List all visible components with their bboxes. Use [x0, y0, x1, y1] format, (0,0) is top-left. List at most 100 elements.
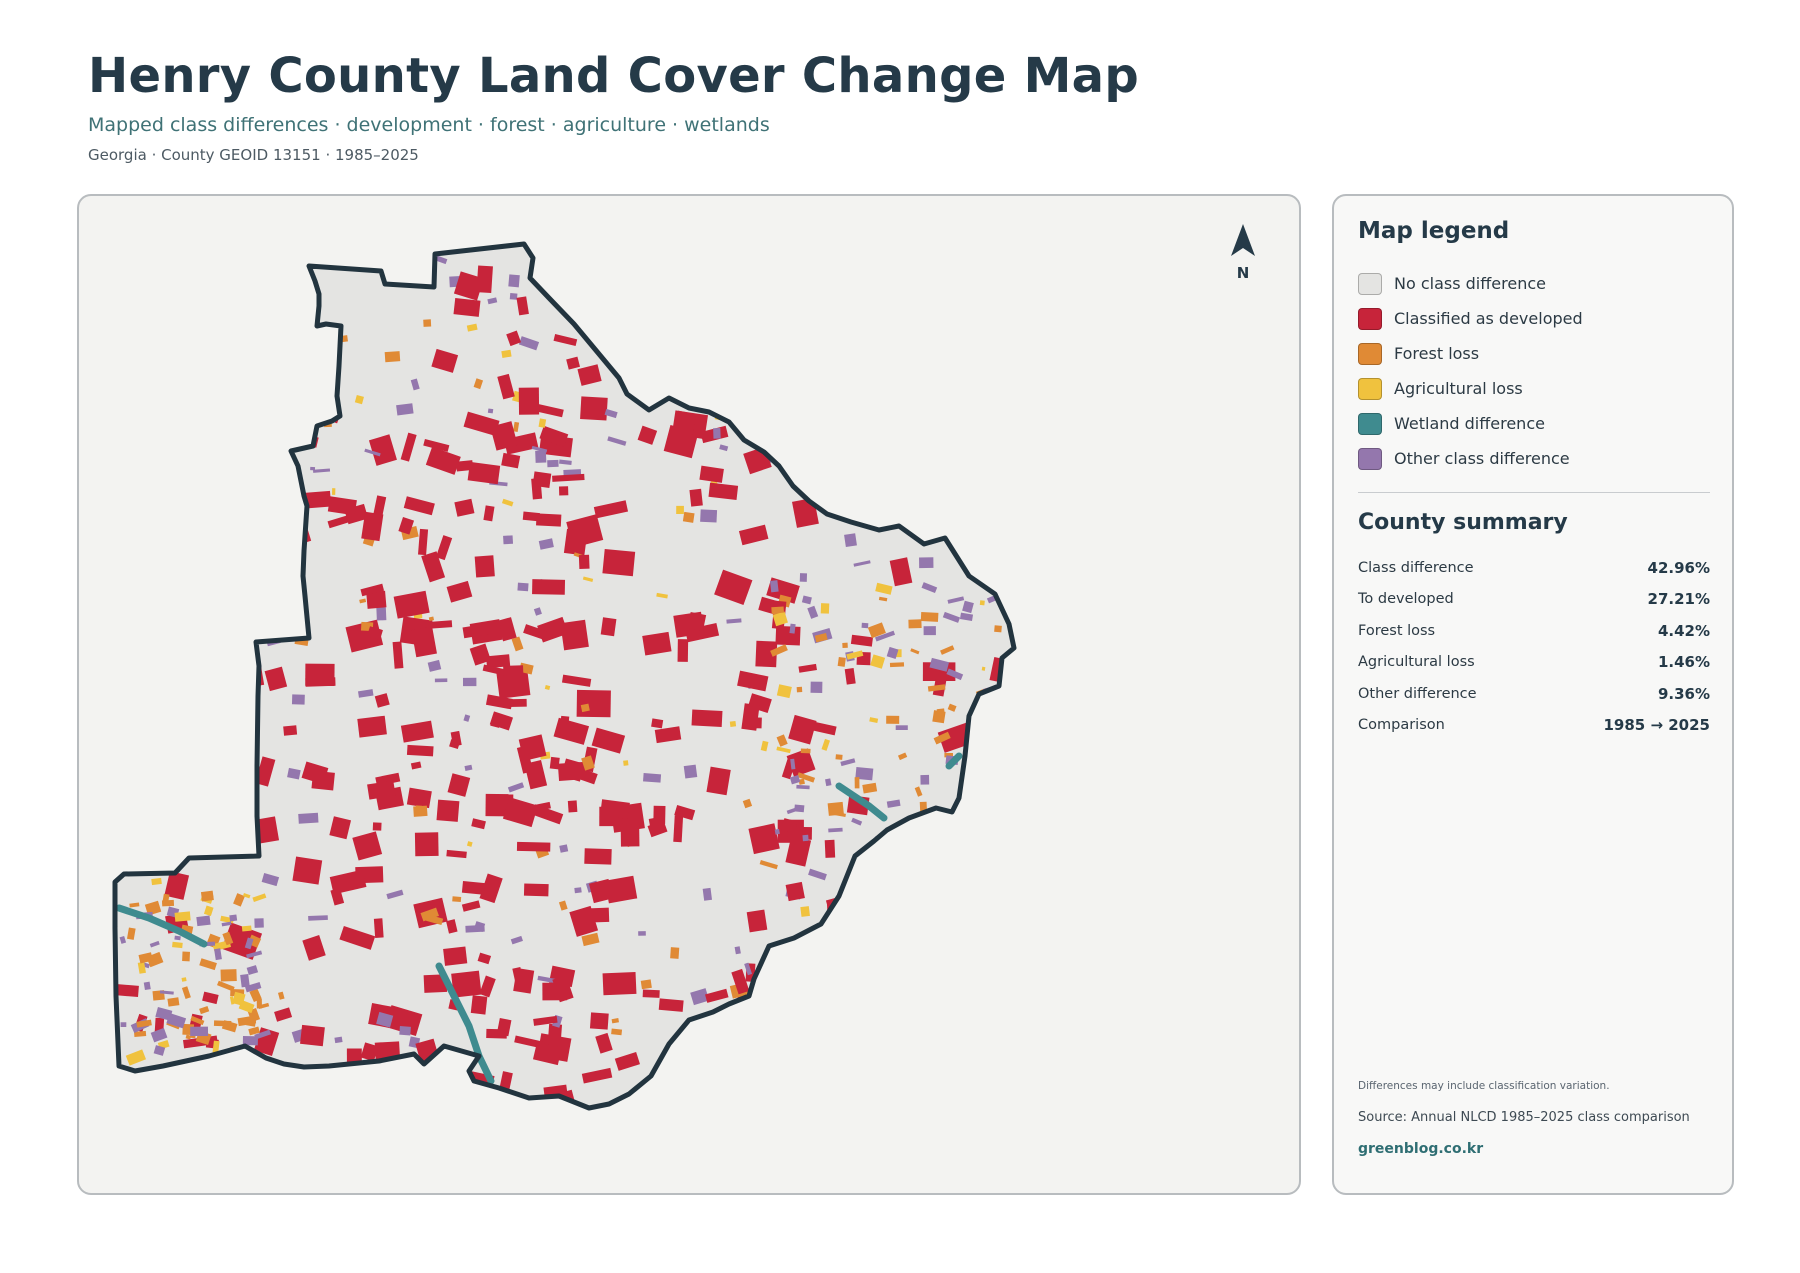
legend-item-forest-loss: Forest loss	[1358, 336, 1718, 371]
forest-loss-patch	[842, 642, 848, 649]
developed-patch	[292, 856, 323, 885]
developed-patch	[406, 1087, 431, 1108]
agricultural-loss-patch	[125, 1049, 147, 1066]
other-change-patch	[434, 678, 448, 683]
other-change-patch	[919, 557, 934, 569]
other-change-patch	[533, 607, 542, 616]
agricultural-loss-patch	[776, 684, 792, 699]
developed-patch	[385, 1005, 423, 1036]
agricultural-loss-patch	[179, 350, 191, 360]
developed-patch	[577, 364, 602, 386]
forest-loss-patch	[249, 988, 262, 1003]
legend-divider	[1358, 492, 1710, 493]
legend-swatch	[1358, 412, 1382, 435]
forest-loss-patch	[167, 997, 180, 1007]
developed-patch	[532, 579, 566, 595]
legend-label: Other class difference	[1394, 449, 1570, 468]
forest-loss-patch	[800, 748, 811, 754]
developed-patch	[360, 1042, 379, 1062]
agricultural-loss-patch	[354, 394, 364, 405]
developed-patch	[522, 511, 540, 522]
agricultural-loss-patch	[252, 893, 267, 903]
other-change-patch	[465, 924, 485, 933]
developed-patch	[588, 878, 614, 904]
legend-item-agricultural-loss: Agricultural loss	[1358, 371, 1718, 406]
developed-patch	[941, 1073, 971, 1089]
developed-patch	[553, 717, 590, 745]
county-map[interactable]	[79, 196, 1301, 1195]
agricultural-loss-patch	[242, 892, 251, 899]
developed-patch	[787, 453, 807, 481]
forest-loss-patch	[927, 684, 946, 692]
other-change-patch	[978, 713, 998, 728]
forest-loss-patch	[134, 1030, 147, 1037]
developed-patch	[446, 580, 473, 603]
developed-patch	[642, 631, 672, 656]
developed-patch	[877, 974, 893, 994]
other-change-patch	[604, 408, 618, 419]
agricultural-loss-patch	[776, 746, 791, 754]
developed-patch	[912, 924, 946, 949]
developed-patch	[642, 989, 660, 998]
developed-patch	[366, 590, 387, 609]
other-change-patch	[768, 435, 780, 449]
summary-value: 1985 → 2025	[1603, 716, 1710, 735]
developed-patch	[393, 590, 430, 619]
legend-label: Agricultural loss	[1394, 379, 1523, 398]
site-link[interactable]: greenblog.co.kr	[1358, 1141, 1484, 1157]
developed-patch	[771, 309, 789, 330]
forest-loss-patch	[660, 332, 675, 342]
developed-patch	[877, 835, 908, 862]
agricultural-loss-patch	[121, 853, 134, 864]
developed-patch	[426, 620, 453, 629]
other-change-patch	[287, 313, 299, 325]
developed-patch	[654, 726, 682, 744]
other-change-patch	[810, 681, 823, 694]
developed-patch	[372, 495, 387, 518]
forest-loss-patch	[796, 686, 803, 693]
developed-patch	[614, 1051, 640, 1071]
other-change-patch	[244, 982, 262, 993]
other-change-patch	[719, 403, 736, 417]
developed-patch	[374, 693, 390, 708]
forest-loss-patch	[199, 1006, 210, 1015]
wetland-stream	[435, 962, 495, 1085]
forest-loss-patch	[875, 883, 888, 895]
developed-patch	[506, 330, 522, 347]
summary-label: To developed	[1358, 591, 1454, 608]
forest-loss-patch	[428, 616, 435, 622]
developed-patch	[283, 725, 298, 736]
other-change-patch	[696, 1070, 707, 1079]
other-change-patch	[547, 459, 559, 468]
other-change-patch	[226, 287, 248, 301]
other-change-patch	[1003, 685, 1014, 693]
forest-loss-patch	[513, 421, 520, 433]
other-change-patch	[280, 567, 296, 573]
agricultural-loss-patch	[445, 1057, 461, 1071]
developed-patch	[912, 379, 926, 395]
developed-patch	[202, 440, 241, 472]
developed-patch	[600, 799, 630, 819]
other-change-patch	[199, 674, 215, 689]
other-change-patch	[199, 296, 212, 305]
summary-title: County summary	[1358, 510, 1568, 535]
developed-patch	[706, 766, 731, 796]
forest-loss-patch	[611, 1028, 623, 1036]
agricultural-loss-patch	[172, 941, 183, 949]
other-change-patch	[846, 987, 857, 996]
agricultural-loss-patch	[1005, 867, 1011, 875]
map-panel[interactable]	[77, 194, 1301, 1195]
other-change-patch	[702, 887, 713, 901]
developed-patch	[560, 619, 589, 651]
developed-patch	[755, 640, 778, 668]
page-subtitle: Mapped class differences · development ·…	[88, 114, 770, 136]
other-change-patch	[509, 293, 518, 300]
other-change-patch	[164, 749, 180, 758]
other-change-patch	[203, 477, 209, 482]
other-change-patch	[607, 436, 627, 446]
other-change-patch	[861, 622, 869, 629]
legend-swatch	[1358, 272, 1382, 295]
developed-patch	[518, 734, 547, 761]
forest-loss-patch	[452, 896, 462, 903]
developed-patch	[589, 1012, 609, 1030]
